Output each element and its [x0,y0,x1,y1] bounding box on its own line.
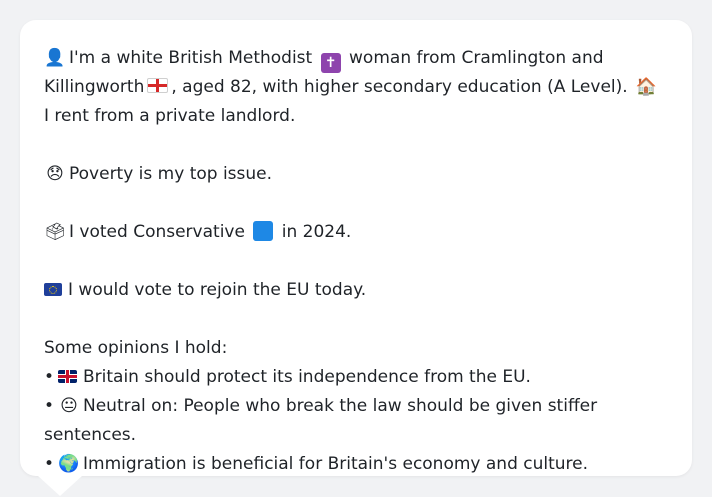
england-flag-icon [147,78,169,93]
opinion-item: • 🌍 Immigration is beneficial for Britain'… [44,450,668,479]
bubble-tail [38,476,82,496]
eu-line: I would vote to rejoin the EU today. [44,276,668,305]
opinion-item: • 😐 Neutral on: People who break the law s… [44,392,668,450]
vote-line: 🗳 I voted Conservative in 2024. [44,218,668,247]
bullet: • [44,454,55,474]
eu-text: I would vote to rejoin the EU today. [68,280,367,300]
uk-flag-icon [58,370,77,383]
vote-text-after: in 2024. [281,222,352,242]
opinion-text: Immigration is beneficial for Britain's … [83,454,589,474]
neutral-face-icon: 😐 [60,396,78,416]
profile-intro-part3: , aged 82, with higher secondary educati… [171,77,628,97]
profile-paragraph: 👤 I'm a white British Methodist ✝ woman f… [44,44,668,131]
opinion-text: Neutral on: People who break the law sho… [44,396,598,445]
house-icon: 🏠 [635,77,657,97]
opinion-text: Britain should protect its independence … [83,367,531,387]
top-issue-line: 😞 Poverty is my top issue. [44,160,668,189]
ballot-box-icon: 🗳 [44,222,66,242]
bullet: • [44,396,55,416]
persona-message-bubble: 👤 I'm a white British Methodist ✝ woman f… [20,20,692,476]
profile-intro-part1: I'm a white British Methodist [69,48,313,68]
opinion-item: • Britain should protect its independence… [44,363,668,392]
top-issue-text: Poverty is my top issue. [69,164,273,184]
opinions-heading: Some opinions I hold: [44,338,228,358]
cross-icon: ✝ [320,53,341,73]
eu-flag-icon [44,283,62,296]
person-icon: 👤 [44,48,66,68]
bullet: • [44,367,55,387]
profile-intro-part4: I rent from a private landlord. [44,106,296,126]
disappointed-face-icon: 😞 [46,164,64,184]
profile-intro-part2: woman from Cramlington and Killingworth [44,48,604,97]
blue-square-icon [253,221,274,241]
globe-icon: 🌍 [58,454,80,474]
vote-text-before: I voted Conservative [69,222,245,242]
